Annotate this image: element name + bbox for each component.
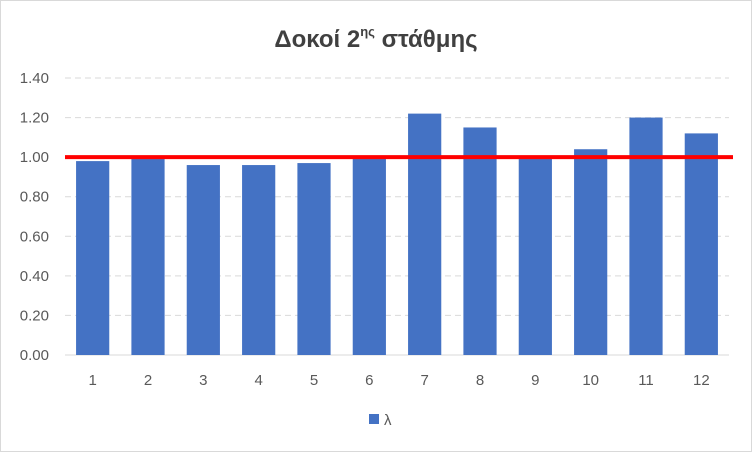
legend-label: λ	[384, 412, 392, 429]
bar	[76, 161, 110, 355]
x-tick-label: 10	[582, 372, 599, 389]
y-tick-label: 0.60	[20, 228, 49, 245]
bar	[463, 127, 497, 355]
y-tick-label: 1.00	[20, 149, 49, 166]
y-tick-label: 0.00	[20, 347, 49, 364]
x-tick-label: 7	[420, 372, 428, 389]
y-tick-label: 1.20	[20, 110, 49, 127]
x-tick-label: 8	[476, 372, 484, 389]
bar	[684, 133, 718, 355]
x-tick-label: 3	[199, 372, 207, 389]
y-tick-label: 0.80	[20, 189, 49, 206]
bar	[629, 117, 663, 355]
x-tick-label: 6	[365, 372, 373, 389]
y-tick-label: 1.40	[20, 70, 49, 87]
chart-title-main: Δοκοί 2	[274, 26, 360, 53]
legend-swatch	[369, 414, 379, 424]
bar	[352, 157, 386, 355]
x-tick-label: 4	[254, 372, 262, 389]
bar	[518, 157, 552, 355]
bar	[131, 157, 165, 355]
x-tick-label: 11	[638, 372, 654, 389]
chart-title-superscript: ης	[360, 24, 375, 39]
y-axis-ticks: 0.00 0.20 0.40 0.60 0.80 1.00 1.20 1.40	[20, 70, 49, 364]
x-tick-label: 5	[310, 372, 318, 389]
x-tick-label: 9	[531, 372, 539, 389]
bar-layer	[76, 113, 718, 355]
x-axis-ticks: 1 2 3 4 5 6 7 8 9 10 11 12	[88, 372, 709, 389]
bar	[408, 113, 442, 355]
y-tick-label: 0.20	[20, 307, 49, 324]
legend: λ	[369, 412, 392, 429]
bar	[242, 165, 276, 355]
y-tick-label: 0.40	[20, 268, 49, 285]
x-tick-label: 1	[88, 372, 96, 389]
bar	[186, 165, 220, 355]
x-tick-label: 12	[693, 372, 710, 389]
bar	[297, 163, 331, 355]
chart-title-suffix: στάθμης	[375, 26, 478, 53]
chart-title: Δοκοί 2ης στάθμης	[274, 24, 477, 53]
x-tick-label: 2	[144, 372, 152, 389]
bar	[574, 149, 608, 355]
